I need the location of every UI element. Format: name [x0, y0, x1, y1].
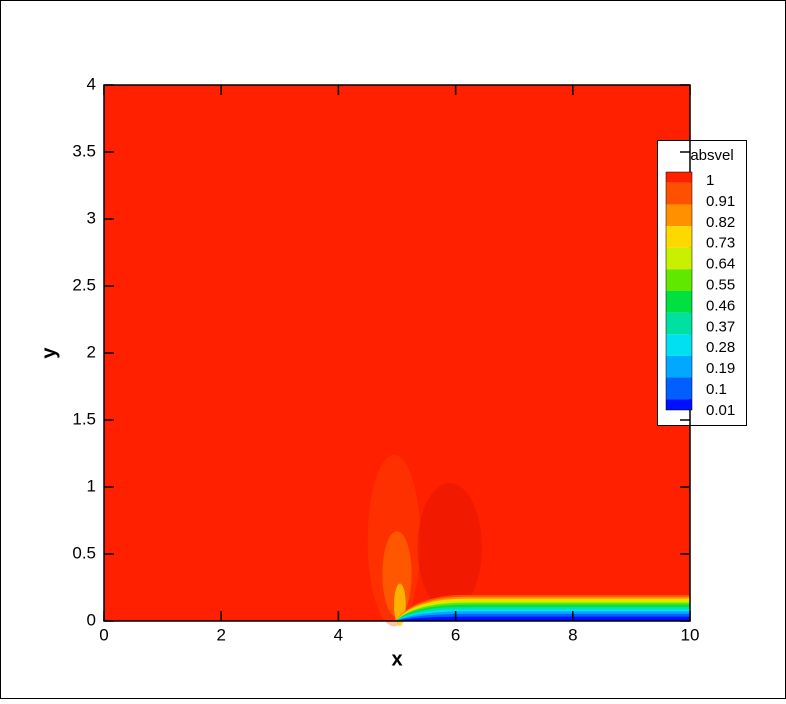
colorbar-label: 1 — [706, 172, 714, 189]
colorbar-band — [666, 399, 692, 410]
colorbar-band — [666, 355, 692, 378]
colorbar-label: 0.1 — [706, 381, 727, 398]
colorbar-band — [666, 312, 692, 335]
colorbar-label: 0.46 — [706, 297, 735, 314]
x-axis-label: x — [391, 648, 402, 670]
colorbar-band — [666, 334, 692, 356]
colorbar-label: 0.01 — [706, 402, 735, 419]
colorbar-outline — [665, 171, 693, 411]
colorbar-label: 0.28 — [706, 339, 735, 356]
field-blob — [417, 482, 482, 612]
y-axis-label: y — [38, 347, 60, 359]
y-tick-label: 0 — [87, 610, 96, 629]
y-tick-label: 2.5 — [72, 275, 96, 294]
y-tick-label: 1 — [87, 476, 96, 495]
field-blob — [367, 454, 421, 627]
colorbar-band — [666, 182, 692, 205]
colorbar-band — [666, 226, 692, 248]
y-tick-label: 3 — [87, 208, 96, 227]
y-tick-label: 0.5 — [72, 543, 96, 562]
y-tick-label: 3.5 — [72, 141, 96, 160]
colorbar-label: 0.37 — [706, 318, 735, 335]
x-tick-label: 8 — [568, 625, 577, 644]
colorbar-label: 0.55 — [706, 276, 735, 293]
colorbar-label: 0.73 — [706, 235, 735, 252]
x-tick-label: 10 — [681, 625, 700, 644]
colorbar-label: 0.82 — [706, 214, 735, 231]
x-tick-label: 4 — [334, 625, 343, 644]
colorbar-band — [666, 377, 692, 400]
colorbar-label: 0.91 — [706, 193, 735, 210]
colorbar-band — [666, 269, 692, 291]
y-tick-label: 4 — [87, 74, 96, 93]
colorbar-label: 0.19 — [706, 360, 735, 377]
colorbar-band — [666, 291, 692, 313]
colorbar-title: absvel — [690, 147, 733, 164]
colorbar-label: 0.64 — [706, 256, 735, 273]
y-tick-label: 2 — [87, 342, 96, 361]
x-tick-label: 6 — [451, 625, 460, 644]
x-tick-label: 0 — [99, 625, 108, 644]
y-tick-label: 1.5 — [72, 409, 96, 428]
x-tick-label: 2 — [216, 625, 225, 644]
boundary-layer-band — [395, 616, 690, 621]
field — [104, 85, 690, 627]
colorbar-band — [666, 172, 692, 183]
colorbar-band — [666, 204, 692, 227]
colorbar-band — [666, 247, 692, 270]
field-background — [104, 85, 690, 621]
